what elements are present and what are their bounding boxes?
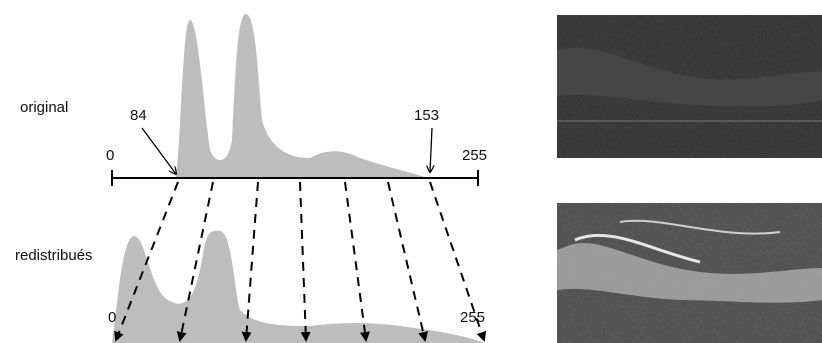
mapping-arrow bbox=[388, 182, 425, 340]
redistributed-histogram bbox=[112, 231, 485, 343]
max-label: 255 bbox=[460, 309, 485, 326]
max-label: 255 bbox=[462, 147, 487, 164]
original-histogram bbox=[176, 14, 428, 178]
original-image bbox=[557, 15, 822, 158]
redistributed-label: redistribués bbox=[15, 247, 93, 264]
min-label: 0 bbox=[108, 309, 116, 326]
high-arrow bbox=[430, 128, 432, 172]
stretched-image bbox=[557, 203, 822, 343]
mapping-arrow bbox=[246, 182, 258, 340]
low-label: 84 bbox=[130, 107, 147, 124]
page: original 0 255 84 153 redistribués 0 255… bbox=[0, 0, 822, 343]
original-label: original bbox=[20, 99, 68, 116]
mapping-arrow bbox=[300, 182, 306, 340]
low-arrow bbox=[142, 128, 176, 174]
mapping-arrow bbox=[345, 182, 366, 340]
high-label: 153 bbox=[414, 107, 439, 124]
diagram: original 0 255 84 153 redistribués 0 255 bbox=[0, 0, 822, 343]
min-label: 0 bbox=[106, 147, 114, 164]
